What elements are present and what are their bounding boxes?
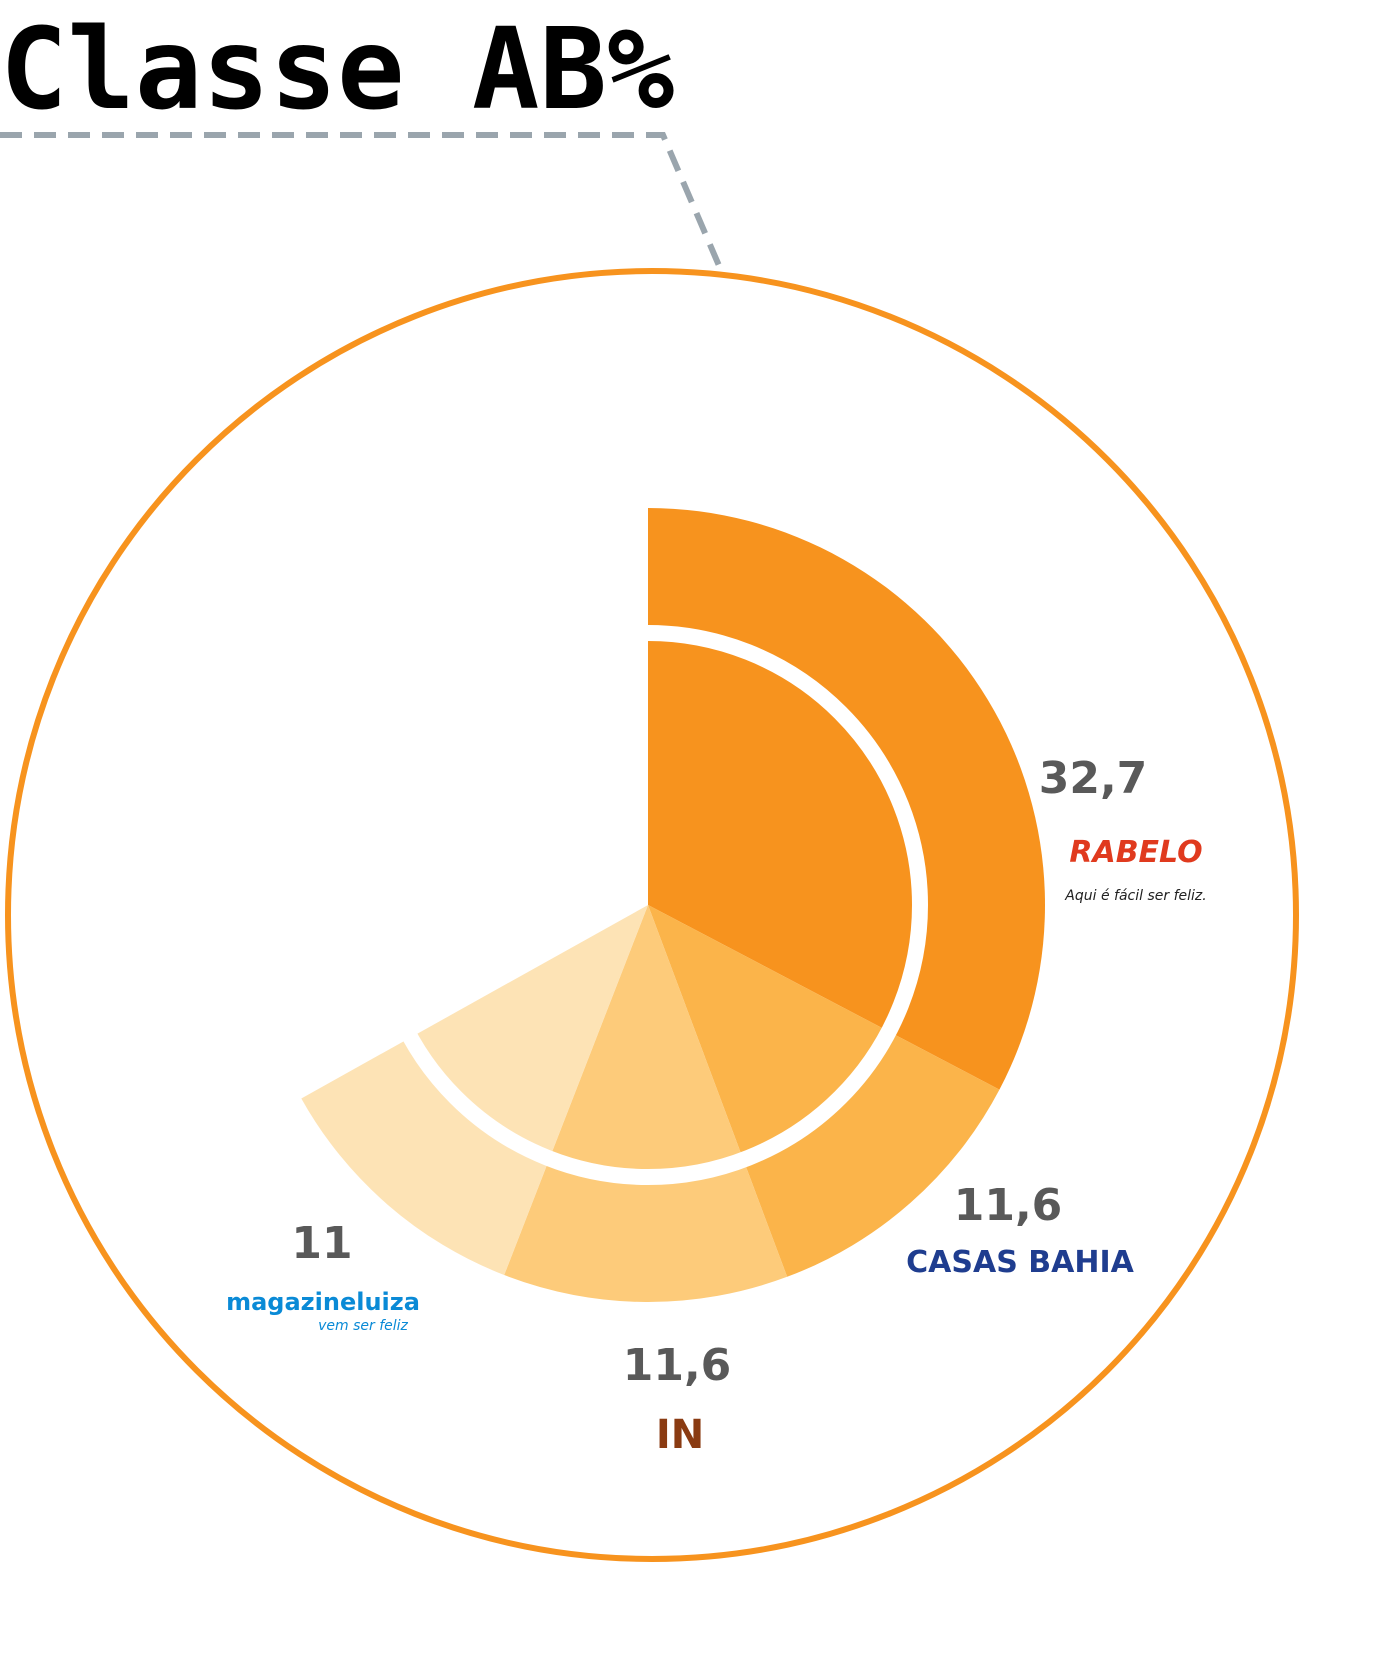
sector [648, 905, 1000, 1277]
value-label: 11 [291, 1218, 352, 1269]
outer-ring [5, 268, 1299, 1562]
sector [504, 905, 788, 1302]
logo-name: magazineluiza [226, 1288, 420, 1316]
logo-name: IN [656, 1412, 704, 1458]
logo-tagline: Aqui é fácil ser feliz. [1064, 888, 1206, 904]
value-label: 32,7 [1039, 753, 1148, 804]
inner-ring [368, 625, 928, 1185]
value-label: 11,6 [623, 1340, 732, 1391]
value-label: 11,6 [954, 1180, 1063, 1231]
logo-tagline: vem ser feliz [318, 1318, 408, 1334]
connector [0, 132, 723, 270]
sector [301, 905, 648, 1276]
logo-name: RABELO [1069, 835, 1202, 870]
logo-name: CASAS BAHIA [906, 1245, 1134, 1280]
chart-title: Classe AB% [0, 5, 674, 135]
